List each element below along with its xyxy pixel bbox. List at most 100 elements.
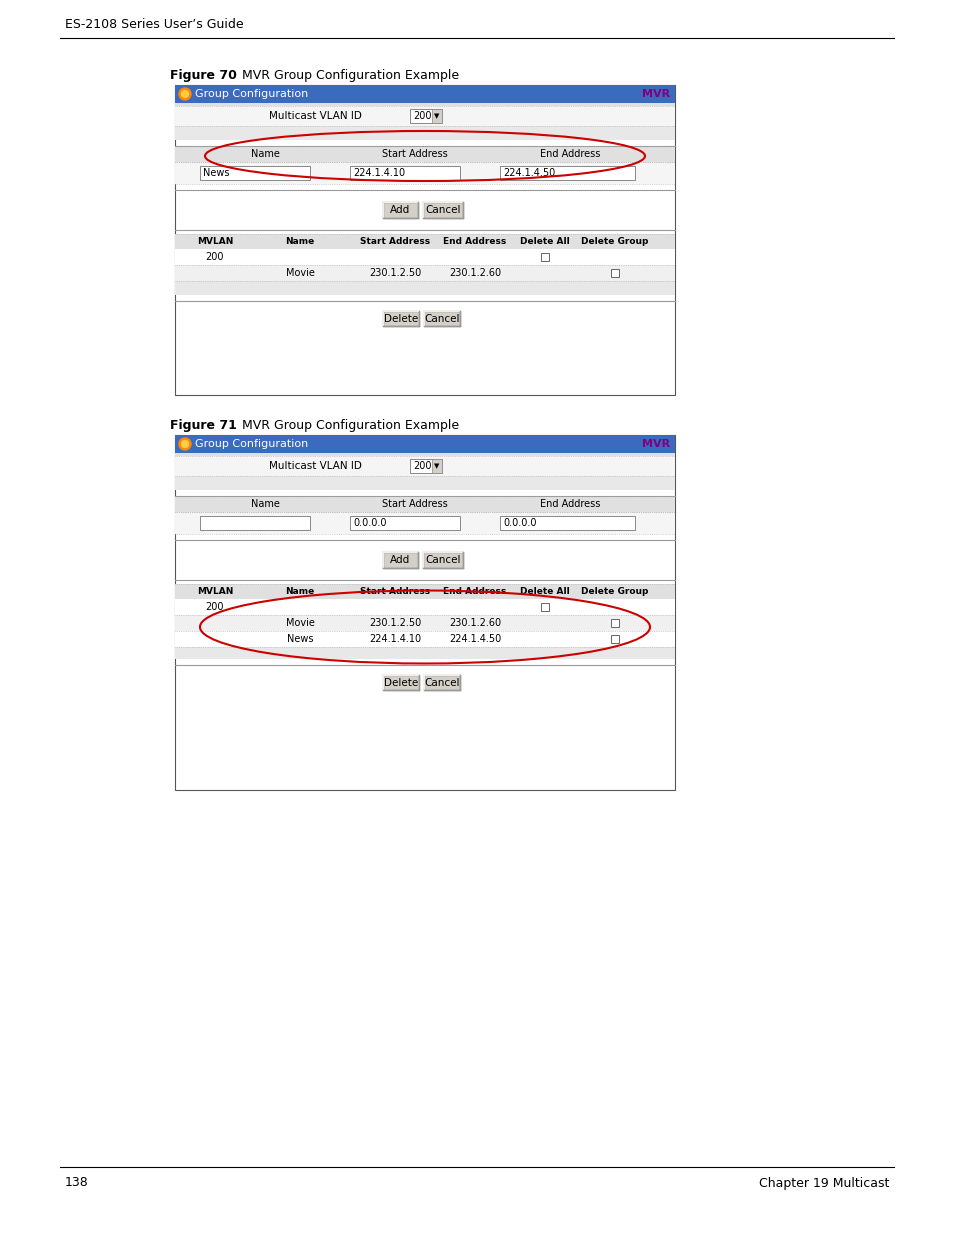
FancyBboxPatch shape — [350, 165, 459, 180]
Text: 0.0.0.0: 0.0.0.0 — [502, 517, 536, 529]
Text: Movie: Movie — [285, 618, 314, 629]
Text: Multicast VLAN ID: Multicast VLAN ID — [269, 461, 361, 471]
Text: 200: 200 — [206, 601, 224, 613]
Text: Figure 70: Figure 70 — [170, 68, 236, 82]
FancyBboxPatch shape — [174, 266, 675, 282]
FancyBboxPatch shape — [174, 584, 675, 599]
Text: 138: 138 — [65, 1177, 89, 1189]
Circle shape — [181, 90, 189, 98]
Circle shape — [179, 88, 191, 100]
FancyBboxPatch shape — [174, 631, 675, 647]
Text: 224.1.4.10: 224.1.4.10 — [353, 168, 405, 178]
Text: News: News — [287, 634, 313, 643]
FancyBboxPatch shape — [174, 103, 675, 106]
Text: Start Address: Start Address — [359, 587, 430, 597]
Text: 230.1.2.50: 230.1.2.50 — [369, 618, 420, 629]
FancyBboxPatch shape — [432, 109, 441, 124]
FancyBboxPatch shape — [422, 552, 462, 568]
FancyBboxPatch shape — [174, 146, 675, 162]
Text: Delete All: Delete All — [519, 587, 569, 597]
FancyBboxPatch shape — [174, 85, 675, 103]
Text: 224.1.4.50: 224.1.4.50 — [502, 168, 555, 178]
FancyBboxPatch shape — [174, 435, 675, 453]
FancyBboxPatch shape — [174, 85, 675, 395]
FancyBboxPatch shape — [174, 513, 675, 534]
Text: Cancel: Cancel — [425, 555, 460, 564]
Text: Multicast VLAN ID: Multicast VLAN ID — [269, 111, 361, 121]
Text: Delete Group: Delete Group — [580, 587, 648, 597]
Text: Delete Group: Delete Group — [580, 237, 648, 246]
Text: End Address: End Address — [443, 237, 506, 246]
FancyBboxPatch shape — [174, 615, 675, 631]
Text: ▼: ▼ — [434, 112, 439, 119]
Text: ▼: ▼ — [434, 463, 439, 469]
FancyBboxPatch shape — [174, 162, 675, 184]
Text: News: News — [203, 168, 230, 178]
Text: End Address: End Address — [443, 587, 506, 597]
Text: End Address: End Address — [539, 499, 599, 509]
Text: Cancel: Cancel — [425, 205, 460, 215]
Text: MVLAN: MVLAN — [196, 587, 233, 597]
FancyBboxPatch shape — [174, 453, 675, 456]
FancyBboxPatch shape — [610, 269, 618, 277]
Text: Start Address: Start Address — [359, 237, 430, 246]
FancyBboxPatch shape — [499, 165, 635, 180]
Text: MVLAN: MVLAN — [196, 237, 233, 246]
Text: Figure 71: Figure 71 — [170, 419, 236, 431]
FancyBboxPatch shape — [382, 203, 417, 219]
FancyBboxPatch shape — [499, 516, 635, 530]
FancyBboxPatch shape — [540, 253, 548, 261]
Text: Cancel: Cancel — [424, 314, 459, 324]
FancyBboxPatch shape — [200, 516, 310, 530]
FancyBboxPatch shape — [382, 676, 418, 690]
Text: MVR: MVR — [641, 89, 669, 99]
FancyBboxPatch shape — [174, 233, 675, 249]
Text: Start Address: Start Address — [382, 149, 447, 159]
Text: 224.1.4.50: 224.1.4.50 — [449, 634, 500, 643]
Circle shape — [179, 438, 191, 450]
Text: 230.1.2.60: 230.1.2.60 — [449, 268, 500, 278]
Text: Group Configuration: Group Configuration — [194, 89, 308, 99]
FancyBboxPatch shape — [174, 435, 675, 790]
FancyBboxPatch shape — [174, 496, 675, 513]
FancyBboxPatch shape — [540, 603, 548, 611]
Text: Name: Name — [251, 499, 279, 509]
Text: 200: 200 — [206, 252, 224, 262]
FancyBboxPatch shape — [410, 459, 441, 473]
FancyBboxPatch shape — [410, 109, 441, 124]
Text: 224.1.4.10: 224.1.4.10 — [369, 634, 420, 643]
Text: Movie: Movie — [285, 268, 314, 278]
FancyBboxPatch shape — [174, 282, 675, 295]
FancyBboxPatch shape — [200, 165, 310, 180]
FancyBboxPatch shape — [174, 126, 675, 140]
Text: 200: 200 — [413, 111, 431, 121]
FancyBboxPatch shape — [174, 106, 675, 126]
FancyBboxPatch shape — [174, 456, 675, 475]
Text: 0.0.0.0: 0.0.0.0 — [353, 517, 386, 529]
FancyBboxPatch shape — [382, 552, 417, 568]
Text: Delete: Delete — [383, 314, 417, 324]
Text: Name: Name — [285, 237, 314, 246]
FancyBboxPatch shape — [610, 619, 618, 627]
Text: MVR: MVR — [641, 438, 669, 450]
FancyBboxPatch shape — [432, 459, 441, 473]
Text: 200: 200 — [413, 461, 431, 471]
FancyBboxPatch shape — [382, 311, 418, 326]
FancyBboxPatch shape — [610, 635, 618, 643]
Text: Add: Add — [390, 205, 410, 215]
Text: MVR Group Configuration Example: MVR Group Configuration Example — [230, 419, 458, 431]
Text: Group Configuration: Group Configuration — [194, 438, 308, 450]
Text: Name: Name — [285, 587, 314, 597]
FancyBboxPatch shape — [174, 599, 675, 615]
Circle shape — [181, 441, 189, 447]
Text: Add: Add — [390, 555, 410, 564]
Text: End Address: End Address — [539, 149, 599, 159]
Text: 230.1.2.50: 230.1.2.50 — [369, 268, 420, 278]
FancyBboxPatch shape — [174, 647, 675, 659]
Text: MVR Group Configuration Example: MVR Group Configuration Example — [230, 68, 458, 82]
Text: Start Address: Start Address — [382, 499, 447, 509]
Text: Chapter 19 Multicast: Chapter 19 Multicast — [758, 1177, 888, 1189]
FancyBboxPatch shape — [423, 311, 459, 326]
FancyBboxPatch shape — [422, 203, 462, 219]
FancyBboxPatch shape — [174, 249, 675, 266]
